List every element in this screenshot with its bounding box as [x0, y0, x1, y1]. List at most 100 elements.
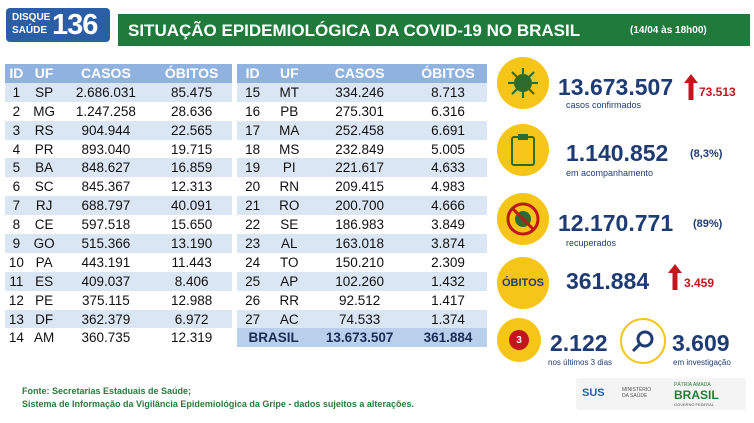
- cell: 2.309: [431, 254, 465, 270]
- cell: 3.849: [431, 217, 465, 233]
- header-row: ID UF CASOS ÓBITOS: [237, 64, 487, 83]
- cell: 4: [12, 141, 21, 157]
- cell: 904.944: [60, 120, 152, 140]
- cell: 16: [245, 103, 261, 119]
- cell: 848.627: [60, 158, 152, 178]
- cell: 102.260: [310, 271, 409, 291]
- column-header: ID: [237, 64, 269, 83]
- cell: 4.666: [408, 196, 487, 216]
- table-row: 1 SP 2.686.031 85.475: [5, 82, 232, 102]
- confirmed-value: 13.673.507: [558, 74, 674, 100]
- cell: RR: [279, 292, 300, 308]
- cell: 6.691: [408, 120, 487, 140]
- cell: 6.316: [431, 103, 465, 119]
- cell: 17: [237, 120, 269, 140]
- cell: 14: [8, 330, 24, 346]
- cell: 209.415: [335, 179, 385, 195]
- recovered-percent: (89%): [693, 218, 723, 230]
- hotline-logo: DISQUE SAÚDE 136: [6, 8, 110, 42]
- cell: 232.849: [335, 141, 385, 157]
- cell: 443.191: [81, 254, 131, 270]
- investigation-label: em investigação: [673, 358, 731, 367]
- cell: 8: [12, 217, 21, 233]
- cell: 27: [237, 309, 269, 329]
- table-row: 13 DF 362.379 6.972: [5, 309, 232, 329]
- cell: 12.319: [170, 330, 213, 346]
- cell: 375.115: [82, 292, 130, 308]
- confirmed-label: casos confirmados: [566, 100, 642, 110]
- cell: 334.246: [310, 82, 409, 102]
- cell: 221.617: [310, 158, 409, 178]
- cell: MT: [268, 82, 311, 102]
- column-header: ÓBITOS: [151, 64, 232, 83]
- cell: PA: [35, 254, 53, 270]
- cell: RO: [268, 196, 311, 216]
- title: SITUAÇÃO EPIDEMIOLÓGICA DA COVID-19 NO B…: [128, 21, 581, 40]
- cell: 23: [237, 234, 269, 253]
- cell: 1: [5, 82, 28, 102]
- table-row: 19 PI 221.617 4.633: [237, 158, 487, 178]
- cell: 3.874: [408, 234, 487, 253]
- cell: DF: [27, 309, 61, 329]
- table-row: 24 TO 150.210 2.309: [237, 253, 487, 272]
- cell: SC: [34, 179, 54, 195]
- footer-note: Sistema de Informação da Vigilância Epid…: [22, 399, 414, 409]
- table-row: 18 MS 232.849 5.005: [237, 140, 487, 159]
- calendar-icon: 3: [497, 318, 541, 362]
- cell: 10: [8, 254, 24, 270]
- cell: 16.859: [151, 158, 232, 178]
- hotline-label: DISQUE SAÚDE: [12, 12, 51, 36]
- recovered-icon: [497, 193, 549, 245]
- total-cell: 361.884: [408, 328, 487, 348]
- monitoring-percent: (8,3%): [690, 148, 723, 160]
- cell: SP: [27, 82, 61, 102]
- table-row: 8 CE 597.518 15.650: [5, 215, 232, 234]
- cell: 7: [5, 196, 28, 216]
- cell: 92.512: [339, 292, 381, 308]
- cell: AP: [268, 271, 311, 291]
- search-icon: [620, 318, 666, 364]
- logos: SUS MINISTÉRIO DA SAÚDE PÁTRIA AMADA BRA…: [576, 378, 746, 410]
- sus-logo: SUS: [582, 387, 605, 399]
- up-arrow: [684, 74, 698, 100]
- cell: 40.091: [151, 196, 232, 216]
- table-row: 23 AL 163.018 3.874: [237, 234, 487, 253]
- cell: 2.686.031: [60, 82, 152, 102]
- table-row: 25 AP 102.260 1.432: [237, 271, 487, 291]
- cell: 1.247.258: [75, 103, 136, 119]
- cell: 2: [12, 103, 21, 119]
- state-table: ID UF CASOS ÓBITOS 1 SP 2.686.031 85.475 2 MG 1.24…: [5, 64, 232, 347]
- cell: 150.210: [335, 254, 385, 270]
- cell: 21: [237, 196, 269, 216]
- monitoring-label: em acompanhamento: [566, 168, 654, 178]
- table-row: 17 MA 252.458 6.691: [237, 120, 487, 140]
- cell: PE: [35, 292, 54, 308]
- cell: 6: [12, 179, 21, 195]
- cell: 893.040: [81, 141, 131, 157]
- cell: 15: [237, 82, 269, 102]
- deaths-label: ÓBITOS: [497, 257, 549, 309]
- table-row: 14 AM 360.735 12.319: [5, 328, 232, 347]
- cell: 25: [237, 271, 269, 291]
- table-row: 11 ES 409.037 8.406: [5, 271, 232, 291]
- cell: BA: [27, 158, 61, 178]
- gov: GOVERNO FEDERAL: [674, 402, 715, 407]
- column-header: CASOS: [310, 64, 409, 83]
- cell: 252.458: [310, 120, 409, 140]
- cell: 275.301: [335, 103, 385, 119]
- table-row: 6 SC 845.367 12.313: [5, 177, 232, 196]
- date: (14/04 às 18h00): [630, 25, 707, 36]
- recent-value: 2.122: [550, 330, 608, 356]
- table-row: 2 MG 1.247.258 28.636: [5, 102, 232, 121]
- cell: 19: [237, 158, 269, 178]
- table-row: 5 BA 848.627 16.859: [5, 158, 232, 178]
- cell: 409.037: [60, 271, 152, 291]
- cell: 12.313: [170, 179, 213, 195]
- cell: 13.190: [151, 234, 232, 253]
- calendar-day: 3: [509, 330, 529, 350]
- cell: 15.650: [170, 217, 213, 233]
- table-row: 26 RR 92.512 1.417: [237, 291, 487, 310]
- ministry-logo: MINISTÉRIO DA SAÚDE: [622, 387, 652, 399]
- cell: 11: [5, 271, 28, 291]
